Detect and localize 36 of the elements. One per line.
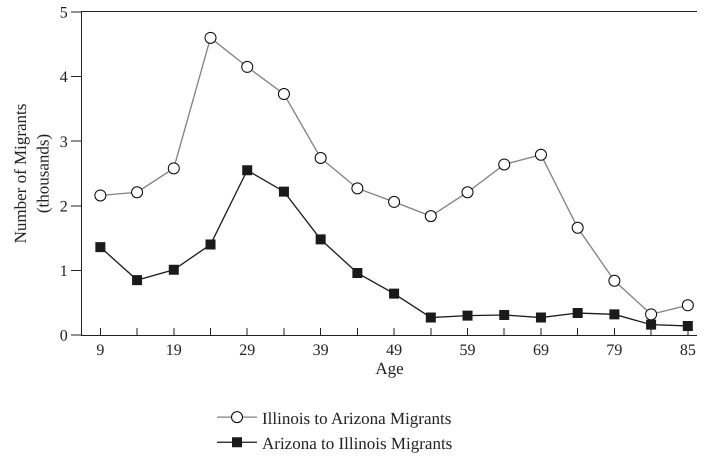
point — [206, 240, 216, 250]
point — [499, 310, 510, 320]
y-tick-label: 5 — [60, 4, 68, 22]
x-tick-label: 69 — [532, 342, 549, 360]
y-tick-label: 4 — [60, 69, 68, 86]
x-tick-label: 39 — [312, 342, 329, 360]
point — [132, 275, 142, 286]
point — [572, 308, 583, 318]
x-axis-title: Age — [375, 359, 404, 378]
point — [352, 268, 362, 278]
point — [426, 312, 436, 323]
x-tick-label: 49 — [386, 342, 402, 360]
point — [242, 165, 252, 176]
x-tick-label: 19 — [166, 342, 182, 360]
point — [682, 320, 693, 331]
y-tick-label: 1 — [60, 263, 68, 280]
x-tick-label: 9 — [96, 342, 104, 360]
point — [278, 186, 289, 197]
point — [646, 320, 656, 330]
legend-label: Arizona to Illinois Migrants — [262, 434, 452, 453]
y-axis-title: Number of Migrants (thousands) — [11, 104, 52, 244]
point — [316, 234, 326, 244]
point — [95, 242, 106, 252]
point — [462, 310, 473, 321]
point — [536, 312, 546, 323]
x-tick-label: 85 — [680, 342, 696, 360]
point — [389, 288, 400, 299]
point — [168, 264, 179, 275]
x-tick-label: 29 — [239, 342, 256, 360]
legend-label: Illinois to Arizona Migrants — [262, 408, 452, 428]
y-tick-label: 0 — [60, 328, 68, 345]
x-tick-label: 59 — [460, 342, 476, 360]
y-tick-label: 2 — [60, 198, 68, 216]
point — [609, 309, 620, 320]
x-tick-label: 79 — [606, 342, 622, 360]
y-tick-label: 3 — [60, 134, 68, 151]
